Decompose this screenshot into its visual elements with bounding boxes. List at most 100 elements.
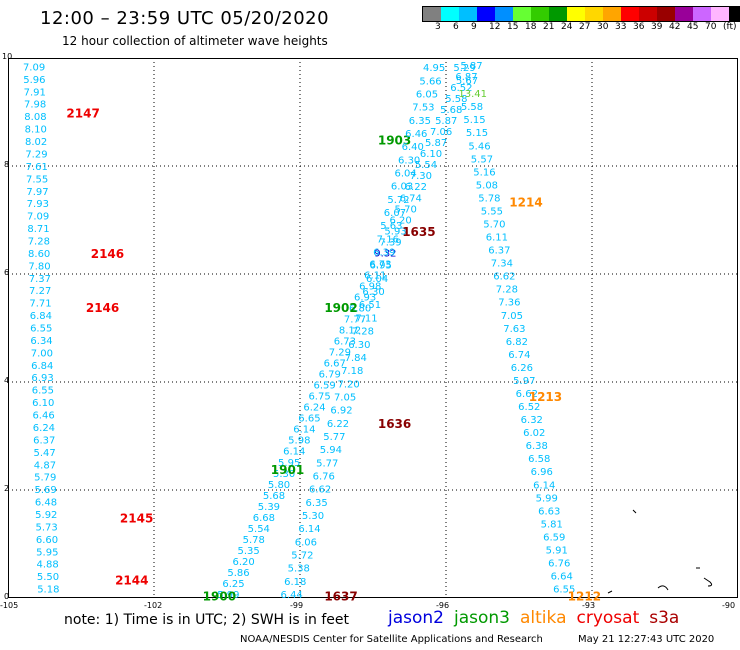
swh-value: 5.57 — [451, 58, 473, 61]
swh-value: 6.37 — [488, 246, 510, 257]
swh-value: 7.29 — [25, 149, 47, 160]
swh-value: 5.63 — [380, 221, 402, 232]
swh-value: 5.68 — [440, 105, 462, 116]
swh-value: 6.06 — [295, 537, 317, 548]
legend-swatch — [585, 7, 603, 21]
legend-swatch — [729, 7, 740, 21]
swh-value: 5.98 — [288, 436, 310, 447]
swh-value: 6.59 — [543, 532, 565, 543]
swh-value: 6.82 — [506, 337, 528, 348]
swh-value: 6.10 — [420, 149, 442, 160]
swh-value: 7.20 — [338, 379, 360, 390]
satellite-label: altika — [520, 608, 567, 628]
pass-time-label: 1901 — [271, 463, 304, 477]
swh-value: 6.93 — [354, 292, 376, 303]
legend-swatch — [423, 7, 441, 21]
swh-value: 5.78 — [478, 193, 500, 204]
swh-value: 6.73 — [334, 337, 356, 348]
swh-value: 6.45 — [23, 58, 45, 61]
swh-value: 5.67 — [456, 76, 478, 87]
pass-time-label: 2146 — [86, 301, 119, 315]
swh-value: 5.15 — [466, 128, 488, 139]
swh-value: 6.30 — [398, 155, 420, 166]
swh-value: 7.37 — [465, 58, 487, 61]
swh-value: 7.00 — [31, 348, 53, 359]
swh-value: 5.38 — [288, 564, 310, 575]
swh-value: 5.81 — [541, 519, 563, 530]
swh-value: 6.18 — [284, 577, 306, 588]
satellite-label: jason2 — [388, 608, 444, 628]
legend-label: 18 — [525, 22, 537, 32]
page-title: 12:00 – 23:59 UTC 05/20/2020 — [40, 8, 330, 29]
swh-value: 7.28 — [352, 327, 374, 338]
swh-value: 6.32 — [521, 415, 543, 426]
legend-swatch — [675, 7, 693, 21]
swh-value: 6.35 — [409, 116, 431, 127]
swh-value: 6.52 — [518, 402, 540, 413]
legend-swatch — [711, 7, 729, 21]
swh-value: 6.98 — [359, 281, 381, 292]
swh-value: 7.39 — [379, 237, 401, 248]
swh-value: 5.50 — [37, 572, 59, 583]
swh-value: 5.70 — [483, 220, 505, 231]
pass-time-label: 2147 — [66, 106, 99, 120]
swh-value: 7.63 — [503, 324, 525, 335]
swh-value: 6.40 — [402, 142, 424, 153]
swh-value: 7.16 — [377, 234, 399, 245]
swh-value: 5.99 — [536, 493, 558, 504]
legend-swatch — [441, 7, 459, 21]
pass-time-label: 1637 — [324, 590, 357, 604]
swh-value: 6.20 — [232, 557, 254, 568]
swh-value: 5.39 — [258, 502, 280, 513]
credit-line: NOAA/NESDIS Center for Satellite Applica… — [240, 634, 543, 645]
swh-value: 7.28 — [28, 236, 50, 247]
x-tick-label: -99 — [290, 601, 304, 610]
swh-value: 6.74 — [508, 350, 530, 361]
swh-value: 5.87 — [460, 61, 482, 72]
swh-value: 5.30 — [273, 469, 295, 480]
swh-value: 5.29 — [453, 63, 475, 74]
swh-value: 7.91 — [24, 87, 46, 98]
legend-label: 3 — [435, 22, 441, 32]
swh-value: 6.07 — [384, 208, 406, 219]
swh-value: 6.62 — [516, 389, 538, 400]
swh-value: 5.30 — [302, 511, 324, 522]
legend-swatch — [549, 7, 567, 21]
swh-value: 7.34 — [491, 259, 513, 270]
y-tick-label: 4 — [4, 376, 10, 385]
swh-value: 6.74 — [400, 193, 422, 204]
swh-value: 5.93 — [384, 226, 406, 237]
swh-value: 6.14 — [293, 425, 315, 436]
swh-value: 6.92 — [330, 406, 352, 417]
swh-value: 5.18 — [37, 585, 59, 596]
swh-value: 6.58 — [528, 454, 550, 465]
x-tick-label: -102 — [144, 601, 163, 610]
swh-value: 6.52 — [450, 83, 472, 94]
swh-value: 7.71 — [29, 299, 51, 310]
pass-time-label: 2145 — [120, 511, 153, 525]
legend-swatch — [693, 7, 711, 21]
satellite-label: s3a — [649, 608, 680, 628]
legend-label: 21 — [543, 22, 555, 32]
swh-value: 5.70 — [395, 204, 417, 215]
swh-value: 6.22 — [327, 419, 349, 430]
swh-value: 6.80 — [349, 303, 371, 314]
swh-value: 7.61 — [26, 162, 48, 173]
swh-value: 6.04 — [394, 169, 416, 180]
swh-value: 7.11 — [355, 313, 377, 324]
swh-value: 6.64 — [551, 572, 573, 583]
swh-value: 8.02 — [25, 137, 47, 148]
legend-swatch — [477, 7, 495, 21]
legend-swatch — [657, 7, 675, 21]
swh-value: 7.06 — [430, 127, 452, 138]
y-tick-label: 8 — [4, 160, 10, 169]
swh-value: 6.44 — [281, 590, 303, 601]
swh-value: 7.37 — [29, 274, 51, 285]
legend-label: 36 — [633, 22, 645, 32]
swh-value: 7.09 — [27, 212, 49, 223]
legend-swatch — [621, 7, 639, 21]
swh-value: 5.46 — [468, 141, 490, 152]
swh-value: 6.11 — [486, 233, 508, 244]
swh-value: 6.96 — [531, 467, 553, 478]
pass-time-label: 1636 — [378, 417, 411, 431]
